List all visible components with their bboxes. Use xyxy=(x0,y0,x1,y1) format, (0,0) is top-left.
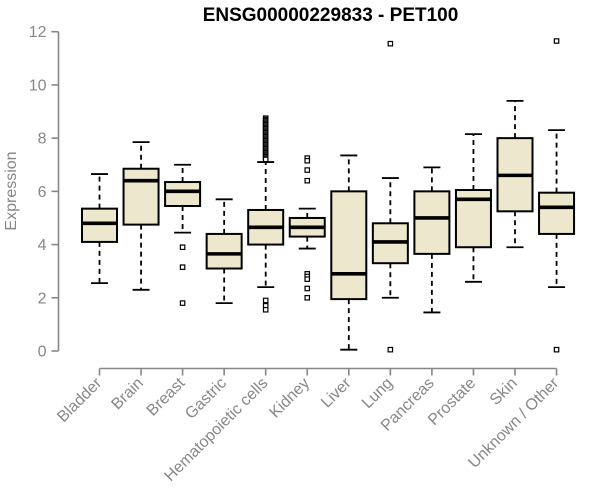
chart-title: ENSG00000229833 - PET100 xyxy=(202,5,459,26)
outlier-point xyxy=(262,306,269,313)
y-tick-label: 10 xyxy=(29,77,47,94)
boxplot-gastric xyxy=(205,198,243,305)
boxplot-pancreas xyxy=(413,166,451,314)
boxplot-lung xyxy=(371,40,409,353)
y-tick-label: 0 xyxy=(38,344,47,361)
outlier-point xyxy=(179,300,186,306)
x-tick-label-lung: Lung xyxy=(359,375,396,412)
boxplot-breast xyxy=(164,163,202,306)
y-tick-label: 12 xyxy=(29,24,47,41)
boxplot-unknown-other xyxy=(538,38,576,353)
outlier-point xyxy=(304,294,311,301)
iqr-box xyxy=(164,181,202,207)
y-tick-labels: 0 2 4 6 8 10 12 xyxy=(29,24,47,360)
y-tick-label: 4 xyxy=(38,237,47,254)
y-axis-title: Expression xyxy=(3,151,20,230)
x-axis xyxy=(98,367,558,376)
outlier-point xyxy=(304,177,311,184)
outlier-point xyxy=(179,264,186,270)
boxplot-kidney xyxy=(288,155,326,301)
boxplot-skin xyxy=(496,99,534,249)
boxplot-hematopoietic-cells xyxy=(247,115,285,313)
x-tick-label-liver: Liver xyxy=(318,374,355,411)
outlier-point xyxy=(553,38,560,44)
x-tick-label-breast: Breast xyxy=(144,374,189,419)
outlier-point xyxy=(304,167,311,173)
boxplot-brain xyxy=(122,141,160,291)
boxplot-bladder xyxy=(81,173,118,285)
outlier-point xyxy=(262,156,269,163)
y-tick-label: 8 xyxy=(38,131,47,148)
boxplot-prostate xyxy=(454,133,492,283)
y-tick-label: 6 xyxy=(38,184,47,201)
iqr-box xyxy=(81,207,118,243)
boxplot-liver xyxy=(330,154,368,351)
y-tick-label: 2 xyxy=(38,290,47,307)
y-axis xyxy=(51,30,60,352)
outlier-point xyxy=(179,244,186,251)
iqr-box xyxy=(330,190,368,301)
iqr-box xyxy=(413,190,451,255)
outlier-point xyxy=(387,40,394,47)
outlier-point xyxy=(387,346,394,353)
outlier-point xyxy=(304,157,311,164)
outlier-point xyxy=(553,346,560,353)
x-tick-label-bladder: Bladder xyxy=(54,374,105,425)
x-tick-label-brain: Brain xyxy=(108,375,146,413)
iqr-box xyxy=(205,232,243,270)
outlier-point xyxy=(304,285,311,292)
x-tick-label-skin: Skin xyxy=(487,375,521,409)
iqr-box xyxy=(122,167,160,226)
outlier-point xyxy=(304,276,311,282)
iqr-box xyxy=(538,191,576,235)
x-tick-label-kidney: Kidney xyxy=(266,375,313,422)
outlier-point xyxy=(262,297,269,304)
